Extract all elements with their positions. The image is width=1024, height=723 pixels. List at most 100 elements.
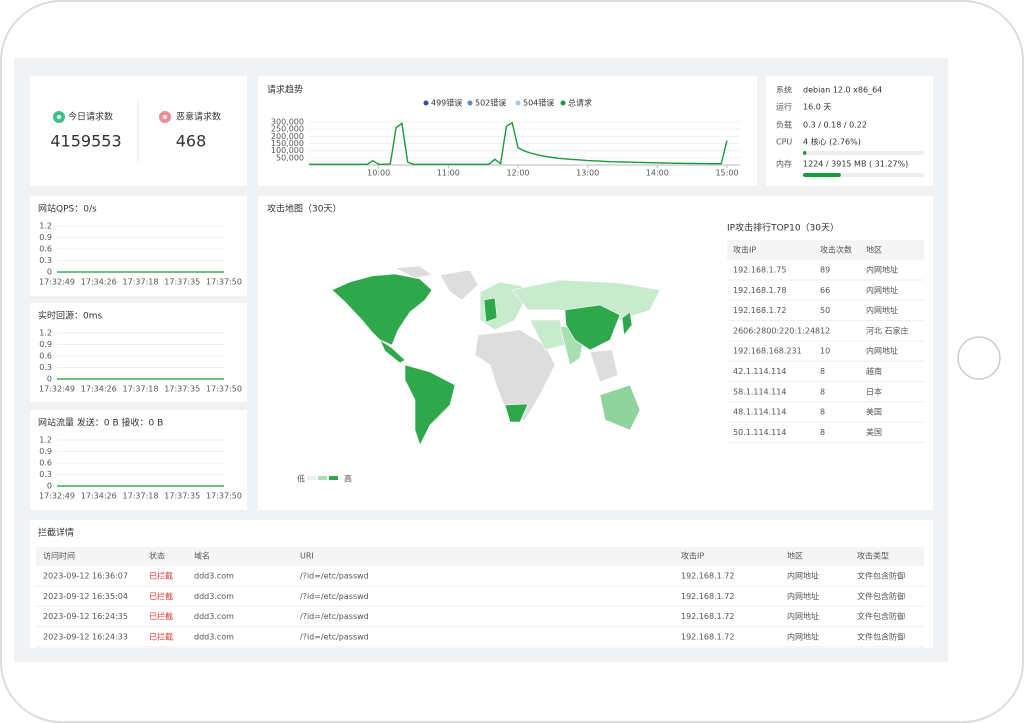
column-header: 状态 [149,551,165,561]
x-tick-label: 15:00 [715,169,738,178]
x-tick-label: 17:34:26 [81,385,117,394]
x-tick-label: 17:32:49 [39,492,75,501]
cell: 48.1.114.114 [733,408,786,417]
y-tick-label: 0 [47,375,52,384]
x-tick-label: 17:37:50 [206,278,242,287]
y-tick-label: 150,000 [271,139,304,148]
legend-marker [515,100,521,106]
cell: 89 [820,266,830,275]
cell: 58.1.114.114 [733,387,786,396]
y-tick-label: 0.3 [39,363,52,372]
home-button[interactable] [957,336,1001,380]
cell: 66 [820,286,830,295]
cell: 10 [820,347,830,356]
icon [163,115,167,119]
cell: 192.168.1.72 [681,612,734,621]
cell: 内网地址 [866,285,898,295]
region [404,364,456,446]
cell: 日本 [866,386,882,396]
cell: 内网地址 [787,591,819,601]
chart-title: 网站流量 发送：0 B 接收：0 B [38,417,163,429]
x-tick-label: 17:32:49 [39,278,75,287]
y-tick-label: 100,000 [271,146,304,155]
cell: 文件包含防御 [857,571,905,581]
x-tick-label: 17:37:50 [206,492,242,501]
legend-swatch [318,476,327,480]
legend-label: 总请求 [568,98,592,108]
card-title: 拦截详情 [38,527,74,539]
y-tick-label: 1.2 [39,436,52,445]
table-title: IP攻击排行TOP10（30天） [727,222,839,234]
legend-label: 低 [297,474,305,484]
y-tick-label: 0.3 [39,470,52,479]
column-header: 域名 [194,551,210,561]
cell: 河北 石家庄 [866,325,909,335]
cell: /?id=/etc/passwd [300,632,369,641]
legend-marker [467,100,473,106]
cell: 越南 [866,366,882,376]
x-tick-label: 14:00 [646,169,669,178]
info-value: debian 12.0 x86_64 [803,86,882,95]
label: 今日请求数 [68,111,113,123]
y-tick-label: 200,000 [271,132,304,141]
y-tick-label: 0.6 [39,245,52,254]
cell: 192.168.1.78 [733,286,786,295]
cell: /?id=/etc/passwd [300,592,369,601]
x-tick-label: 17:34:26 [81,492,117,501]
x-tick-label: 17:34:26 [81,278,117,287]
cell: 2023-09-12 16:24:33 [43,632,128,641]
cell: 内网地址 [866,346,898,356]
region [589,349,619,383]
column-header: 攻击IP [733,245,756,255]
icon [57,115,61,119]
chart-title: 请求趋势 [267,84,303,96]
info-label: 负载 [776,120,792,130]
x-tick-label: 17:37:35 [164,278,200,287]
cell: 192.168.1.72 [681,592,734,601]
system-card [766,76,933,186]
cell: 8 [820,387,825,396]
legend-marker [423,100,429,106]
y-tick-label: 0.3 [39,256,52,265]
cell: ddd3.com [194,632,234,641]
line [309,121,728,165]
progress-bar [803,173,841,177]
column-header: URI [300,552,314,561]
legend-label: 502错误 [475,98,506,108]
y-tick-label: 0.6 [39,459,52,468]
cell: ddd3.com [194,572,234,581]
info-label: CPU [776,138,792,147]
progress-bar [803,151,807,155]
card-title: 攻击地图（30天） [267,203,341,215]
column-header: 攻击次数 [820,245,852,255]
info-label: 系统 [776,85,792,95]
y-tick-label: 250,000 [271,125,304,134]
region [621,311,633,336]
cell: 内网地址 [866,265,898,275]
value: 468 [176,132,207,151]
y-tick-label: 1.2 [39,222,52,231]
cell: 内网地址 [787,571,819,581]
cell: 192.168.168.231 [733,347,802,356]
y-tick-label: 0 [47,268,52,277]
cell: 美国 [866,427,882,437]
column-header: 访问时间 [43,551,75,561]
cell: 192.168.1.72 [733,306,786,315]
table-header [36,547,924,566]
x-tick-label: 17:37:35 [164,385,200,394]
cell: 12 [820,326,830,335]
region [511,279,661,321]
info-value: 0.3 / 0.18 / 0.22 [803,121,867,130]
x-tick-label: 11:00 [437,169,460,178]
legend-swatch [307,476,316,480]
cell: 2023-09-12 16:36:07 [43,572,128,581]
table-header [727,240,924,260]
monitor-card [30,196,247,296]
legend-label: 504错误 [523,98,554,108]
legend-label: 高 [344,474,352,484]
x-tick-label: 17:37:18 [123,492,159,501]
status-badge: 已拦截 [149,611,173,621]
region [564,304,621,351]
status-badge: 已拦截 [149,591,173,601]
